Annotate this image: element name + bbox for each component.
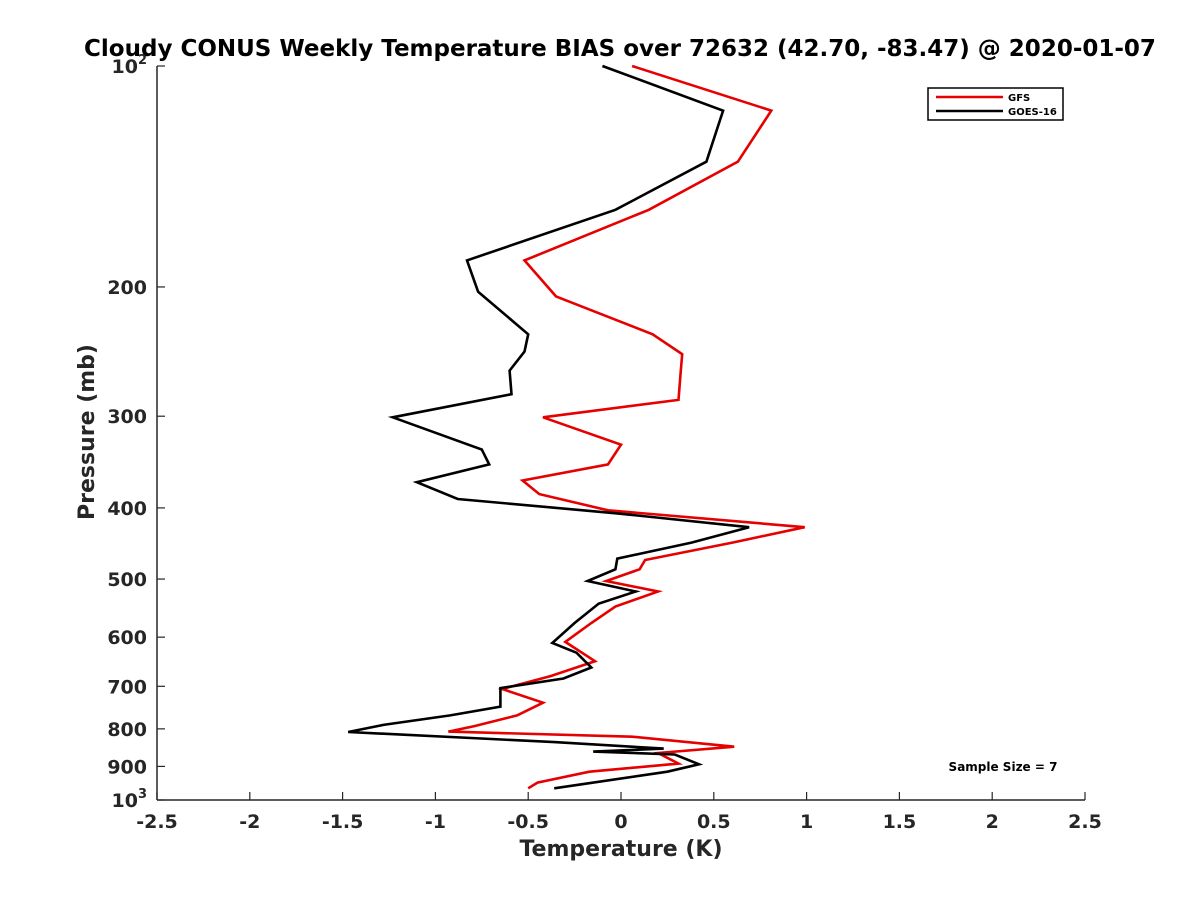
x-tick-label: -1 (425, 811, 446, 833)
y-tick-label: 102 (112, 53, 148, 78)
x-axis-ticks: -2.5 -2 -1.5 -1 -0.5 0 0.5 1 1.5 2 2.5 (136, 792, 1102, 833)
legend: GFS GOES-16 (927, 87, 1064, 121)
x-tick-label: 2 (986, 811, 999, 833)
x-tick-label: 1.5 (883, 811, 917, 833)
x-tick-label: -2.5 (136, 811, 178, 833)
chart-title: Cloudy CONUS Weekly Temperature BIAS ove… (84, 36, 1156, 62)
y-tick-label: 600 (107, 627, 147, 649)
y-axis-label: Pressure (mb) (75, 344, 100, 520)
x-tick-label: 0.5 (697, 811, 731, 833)
series-line-gfs (448, 64, 805, 790)
y-tick-label: 700 (107, 676, 147, 698)
y-tick-label: 300 (107, 406, 147, 428)
y-tick-label: 200 (107, 277, 147, 299)
legend-box (927, 87, 1064, 121)
series-layer (347, 64, 805, 790)
sample-size-annotation: Sample Size = 7 (949, 760, 1058, 774)
x-tick-label: -1.5 (322, 811, 364, 833)
y-axis-ticks: 102 200 300 400 500 600 700 800 900 103 (107, 53, 165, 812)
y-tick-label: 900 (107, 756, 147, 778)
x-tick-label: 0 (614, 811, 627, 833)
x-axis-label: Temperature (K) (519, 837, 722, 862)
y-tick-label: 103 (112, 787, 148, 812)
y-tick-label: 500 (107, 569, 147, 591)
x-tick-label: 2.5 (1068, 811, 1102, 833)
series-line-goes16 (347, 64, 750, 790)
y-tick-label: 800 (107, 719, 147, 741)
plot-area (156, 66, 1085, 801)
x-tick-label: -0.5 (507, 811, 549, 833)
y-tick-label: 400 (107, 498, 147, 520)
legend-label-gfs: GFS (1008, 93, 1030, 104)
x-tick-label: -2 (239, 811, 260, 833)
x-tick-label: 1 (800, 811, 813, 833)
legend-label-goes16: GOES-16 (1008, 107, 1057, 118)
